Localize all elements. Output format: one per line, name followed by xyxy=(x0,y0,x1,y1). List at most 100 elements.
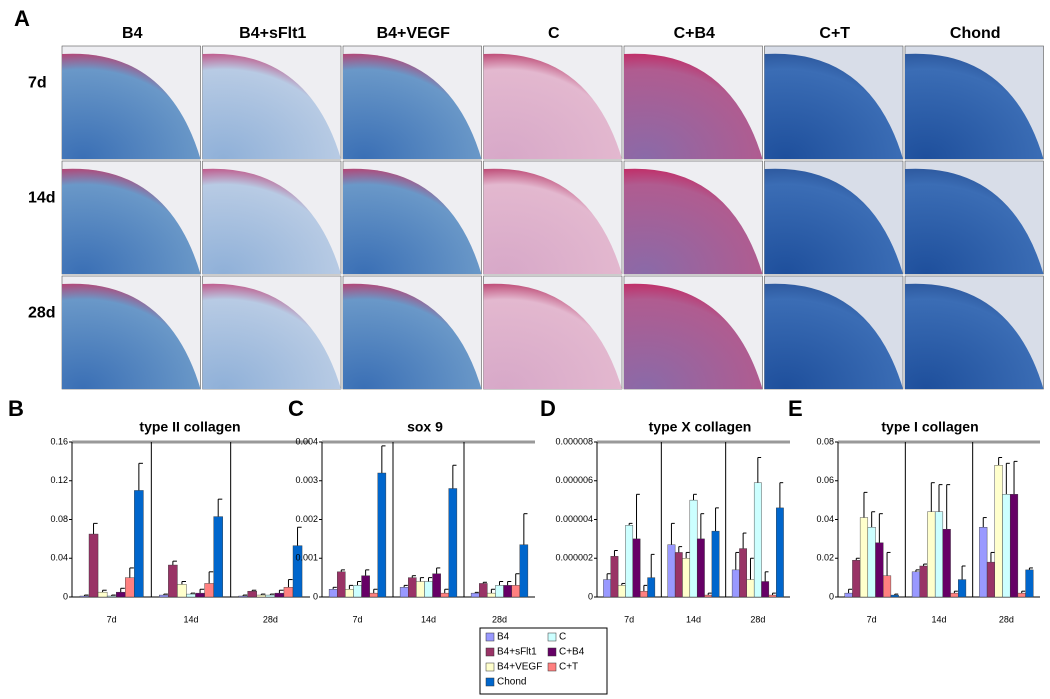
bar xyxy=(377,472,387,598)
bar xyxy=(97,591,108,598)
micrograph-tissue xyxy=(343,283,482,389)
bar xyxy=(859,517,869,598)
micrograph-tissue xyxy=(202,283,341,389)
legend-label: Chond xyxy=(497,677,526,688)
bar xyxy=(617,585,626,598)
chart-title: type II collagen xyxy=(139,419,240,435)
legend-swatch xyxy=(485,677,495,687)
bar xyxy=(1025,569,1034,598)
bar xyxy=(1009,494,1019,598)
bar xyxy=(88,533,99,598)
bar xyxy=(746,579,755,598)
y-tick-label: 0.04 xyxy=(50,553,68,563)
y-tick-label: 0.08 xyxy=(50,514,68,524)
column-header: B4 xyxy=(122,25,143,42)
bar xyxy=(448,488,458,598)
y-tick-label: 0.04 xyxy=(816,514,834,524)
bar xyxy=(125,577,135,598)
bar xyxy=(495,585,504,598)
micrograph-tissue xyxy=(764,283,903,389)
bar xyxy=(1002,494,1011,598)
bar xyxy=(610,556,619,598)
x-tick-label: 14d xyxy=(421,614,436,624)
y-tick-label: 0 xyxy=(829,591,834,601)
micrograph-tissue xyxy=(62,168,201,274)
column-header: Chond xyxy=(950,25,1001,42)
y-tick-label: 0 xyxy=(313,591,318,601)
bar xyxy=(213,516,223,598)
legend-box xyxy=(479,627,608,695)
bar xyxy=(328,589,338,598)
legend-swatch xyxy=(485,662,495,672)
bar xyxy=(274,592,285,598)
row-label: 28d xyxy=(28,305,56,322)
bar xyxy=(283,587,294,598)
y-tick-label: 0.16 xyxy=(50,436,68,446)
bar xyxy=(632,538,641,598)
histology-grid: A B4 B4+sFlt1 B4+VEGF C C+B4 C+T Chond 7d 14d 28d xyxy=(14,6,1044,390)
y-tick-label: 0.08 xyxy=(816,436,834,446)
column-header: B4+sFlt1 xyxy=(239,25,306,42)
micrograph-tissue xyxy=(483,168,622,274)
bar xyxy=(479,583,488,598)
bar xyxy=(844,592,853,598)
bar xyxy=(704,594,713,598)
x-tick-label: 14d xyxy=(931,614,946,624)
bar xyxy=(927,511,936,598)
x-tick-label: 28d xyxy=(263,614,278,624)
bar xyxy=(432,573,441,598)
micrograph-tissue xyxy=(905,283,1044,389)
x-tick-label: 7d xyxy=(624,614,634,624)
bar xyxy=(768,594,777,598)
bar xyxy=(1017,592,1026,598)
legend-swatch xyxy=(547,662,557,672)
micrograph-tissue xyxy=(905,53,1044,159)
micrograph-tissue xyxy=(624,53,763,159)
x-tick-label: 7d xyxy=(352,614,362,624)
y-tick-label: 0.000002 xyxy=(555,553,593,563)
bar xyxy=(911,571,920,598)
bar xyxy=(416,581,425,598)
y-tick-label: 0 xyxy=(63,591,68,601)
bar xyxy=(958,579,967,598)
x-tick-label: 28d xyxy=(999,614,1014,624)
y-tick-label: 0.001 xyxy=(295,553,318,563)
bar xyxy=(689,499,698,598)
panel-letter: B xyxy=(8,396,24,421)
bar xyxy=(503,585,512,598)
bar xyxy=(115,591,126,598)
column-header: C+B4 xyxy=(674,25,715,42)
legend-label: C xyxy=(559,632,566,643)
bar xyxy=(875,542,884,598)
micrograph-tissue xyxy=(483,53,622,159)
bar xyxy=(753,482,762,598)
x-tick-label: 28d xyxy=(750,614,765,624)
bar xyxy=(682,558,691,598)
x-tick-label: 14d xyxy=(183,614,198,624)
y-tick-label: 0.12 xyxy=(50,475,68,485)
micrograph-tissue xyxy=(483,283,622,389)
bar xyxy=(159,594,169,598)
x-tick-label: 14d xyxy=(686,614,701,624)
bar xyxy=(106,595,117,598)
micrograph-tissue xyxy=(202,168,341,274)
bar xyxy=(369,592,378,598)
bar xyxy=(979,527,988,598)
micrograph-tissue xyxy=(62,53,201,159)
chart-title: type X collagen xyxy=(649,419,752,435)
bar xyxy=(731,569,740,598)
bar xyxy=(292,545,303,598)
bar xyxy=(603,579,611,598)
bar xyxy=(942,528,951,598)
bar xyxy=(238,595,248,598)
bar xyxy=(408,577,417,598)
micrograph-tissue xyxy=(905,168,1044,274)
bar xyxy=(440,592,449,598)
bar xyxy=(711,530,720,598)
bar xyxy=(361,575,370,598)
bar xyxy=(852,559,861,598)
bar xyxy=(134,490,144,598)
bar xyxy=(195,592,205,598)
bar xyxy=(739,548,748,598)
